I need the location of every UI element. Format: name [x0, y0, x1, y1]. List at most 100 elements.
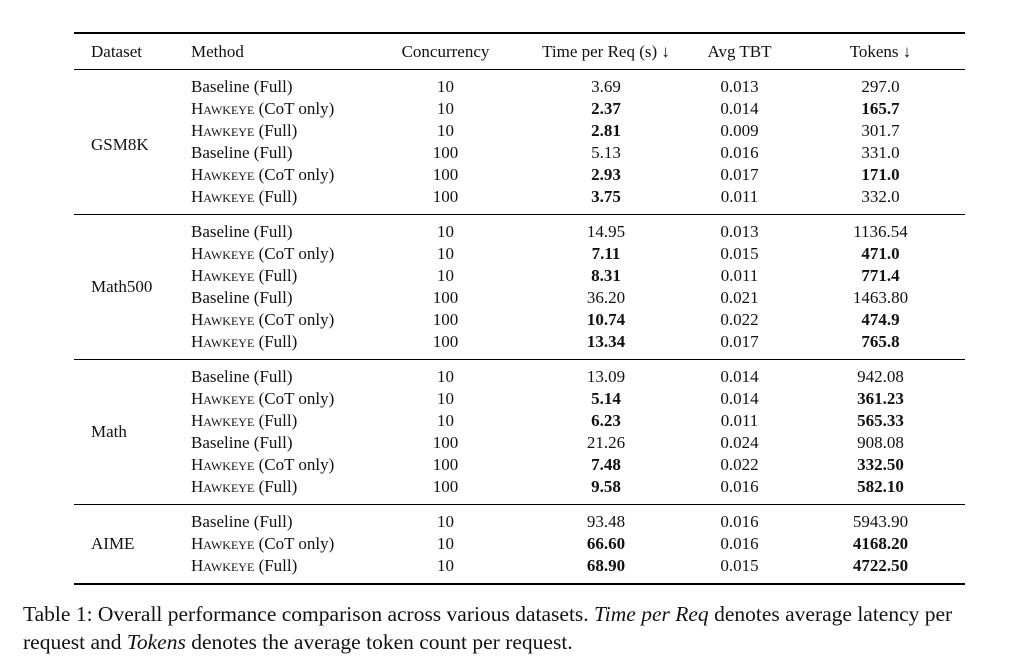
tokens-cell: 165.7 [861, 99, 900, 118]
method-cell: Hawkeye (CoT only) [191, 389, 335, 408]
method-cell: Hawkeye (Full) [191, 556, 298, 575]
concurrency-cell: 10 [437, 556, 454, 575]
table-row: Hawkeye (CoT only) 100 2.93 0.017 171.0 [74, 164, 965, 186]
concurrency-cell: 100 [432, 310, 459, 329]
concurrency-cell: 10 [437, 77, 454, 96]
method-cell: Baseline (Full) [191, 222, 293, 241]
method-cell: Baseline (Full) [191, 512, 293, 531]
tokens-cell: 908.08 [857, 433, 904, 452]
time-cell: 6.23 [591, 411, 621, 430]
time-cell: 10.74 [586, 310, 626, 329]
method-cell: Baseline (Full) [191, 143, 293, 162]
method-name: Hawkeye [191, 244, 255, 263]
tbt-cell: 0.013 [720, 77, 759, 96]
time-cell: 36.20 [586, 288, 626, 307]
tbt-cell: 0.014 [720, 99, 759, 118]
caption-text-3: denotes the average token count per requ… [191, 630, 573, 654]
tbt-cell: 0.014 [720, 389, 759, 408]
tokens-cell: 331.0 [861, 143, 900, 162]
method-cell: Hawkeye (Full) [191, 477, 298, 496]
tbt-cell: 0.013 [720, 222, 759, 241]
method-cell: Hawkeye (CoT only) [191, 165, 335, 184]
dataset-group: Math Baseline (Full) 10 13.09 0.014 942.08 Haw… [74, 360, 965, 505]
time-cell: 13.34 [586, 332, 626, 351]
caption-label: Table 1: [23, 602, 93, 626]
tokens-cell: 582.10 [857, 477, 904, 496]
dataset-group: AIME Baseline (Full) 10 93.48 0.016 5943.90 Ha… [74, 505, 965, 584]
tbt-cell: 0.015 [720, 556, 759, 575]
tbt-cell: 0.024 [720, 433, 759, 452]
header-dataset: Dataset [91, 41, 142, 61]
method-cell: Baseline (Full) [191, 367, 293, 386]
method-name: Hawkeye [191, 266, 255, 285]
method-name: Hawkeye [191, 411, 255, 430]
tokens-cell: 771.4 [861, 266, 900, 285]
concurrency-cell: 100 [432, 477, 459, 496]
time-cell: 13.09 [586, 367, 626, 386]
table-row: Hawkeye (Full) 100 9.58 0.016 582.10 [74, 476, 965, 505]
tbt-cell: 0.016 [720, 477, 759, 496]
tokens-cell: 942.08 [857, 367, 904, 386]
tokens-cell: 1136.54 [853, 222, 908, 241]
tbt-cell: 0.016 [720, 143, 759, 162]
concurrency-cell: 10 [437, 244, 454, 263]
concurrency-cell: 10 [437, 367, 454, 386]
method-cell: Hawkeye (Full) [191, 187, 298, 206]
method-cell: Hawkeye (CoT only) [191, 455, 335, 474]
header-avg-tbt: Avg TBT [707, 41, 772, 61]
table-row: GSM8K Baseline (Full) 10 3.69 0.013 297.0 [74, 70, 965, 154]
tbt-cell: 0.017 [720, 332, 759, 351]
method-name: Hawkeye [191, 389, 255, 408]
time-cell: 66.60 [586, 534, 626, 553]
tokens-cell: 297.0 [861, 77, 900, 96]
method-cell: Hawkeye (Full) [191, 332, 298, 351]
table-row: Math500 Baseline (Full) 10 14.95 0.013 1136.5… [74, 215, 965, 296]
table-row: Hawkeye (Full) 10 68.90 0.015 4722.50 [74, 555, 965, 584]
table-header: Dataset Method Concurrency Time per Req … [74, 33, 965, 70]
tokens-cell: 5943.90 [852, 512, 909, 531]
caption-term-time-per-req: Time per Req [594, 602, 709, 626]
tokens-cell: 301.7 [861, 121, 900, 140]
method-cell: Hawkeye (Full) [191, 266, 298, 285]
concurrency-cell: 100 [432, 455, 459, 474]
tbt-cell: 0.022 [720, 310, 759, 329]
header-time-per-req: Time per Req (s) ↓ [542, 41, 670, 61]
concurrency-cell: 10 [437, 534, 454, 553]
tbt-cell: 0.011 [720, 411, 759, 430]
tokens-cell: 471.0 [861, 244, 900, 263]
method-cell: Baseline (Full) [191, 77, 293, 96]
tokens-cell: 171.0 [861, 165, 900, 184]
caption-term-tokens: Tokens [126, 630, 186, 654]
method-cell: Hawkeye (Full) [191, 411, 298, 430]
table-row: Hawkeye (Full) 10 2.81 0.009 301.7 [74, 120, 965, 142]
tokens-cell: 332.50 [857, 455, 904, 474]
tbt-cell: 0.021 [720, 288, 759, 307]
concurrency-cell: 100 [432, 433, 459, 452]
tokens-cell: 361.23 [857, 389, 904, 408]
concurrency-cell: 100 [432, 165, 459, 184]
time-cell: 2.81 [591, 121, 621, 140]
time-cell: 8.31 [591, 266, 621, 285]
method-name: Hawkeye [191, 534, 255, 553]
tbt-cell: 0.017 [720, 165, 759, 184]
method-cell: Hawkeye (Full) [191, 121, 298, 140]
concurrency-cell: 10 [437, 266, 454, 285]
tokens-cell: 332.0 [861, 187, 900, 206]
header-concurrency: Concurrency [401, 41, 490, 61]
table-row: Hawkeye (CoT only) 100 10.74 0.022 474.9 [74, 309, 965, 331]
dataset-group: GSM8K Baseline (Full) 10 3.69 0.013 297.0 Hawk… [74, 70, 965, 215]
table-caption: Table 1: Overall performance comparison … [23, 600, 1018, 656]
dataset-name: AIME [91, 534, 135, 553]
time-cell: 93.48 [586, 512, 626, 531]
tokens-cell: 1463.80 [852, 288, 909, 307]
method-cell: Hawkeye (CoT only) [191, 534, 335, 553]
method-name: Hawkeye [191, 477, 255, 496]
table-row: Hawkeye (CoT only) 10 2.37 0.014 165.7 [74, 98, 965, 120]
table-row: Hawkeye (CoT only) 100 7.48 0.022 332.50 [74, 454, 965, 476]
table-row: Math Baseline (Full) 10 13.09 0.014 942.08 [74, 360, 965, 441]
table-row: Hawkeye (Full) 10 8.31 0.011 771.4 [74, 265, 965, 287]
method-cell: Baseline (Full) [191, 433, 293, 452]
concurrency-cell: 100 [432, 143, 459, 162]
tbt-cell: 0.016 [720, 512, 759, 531]
time-cell: 3.75 [591, 187, 621, 206]
